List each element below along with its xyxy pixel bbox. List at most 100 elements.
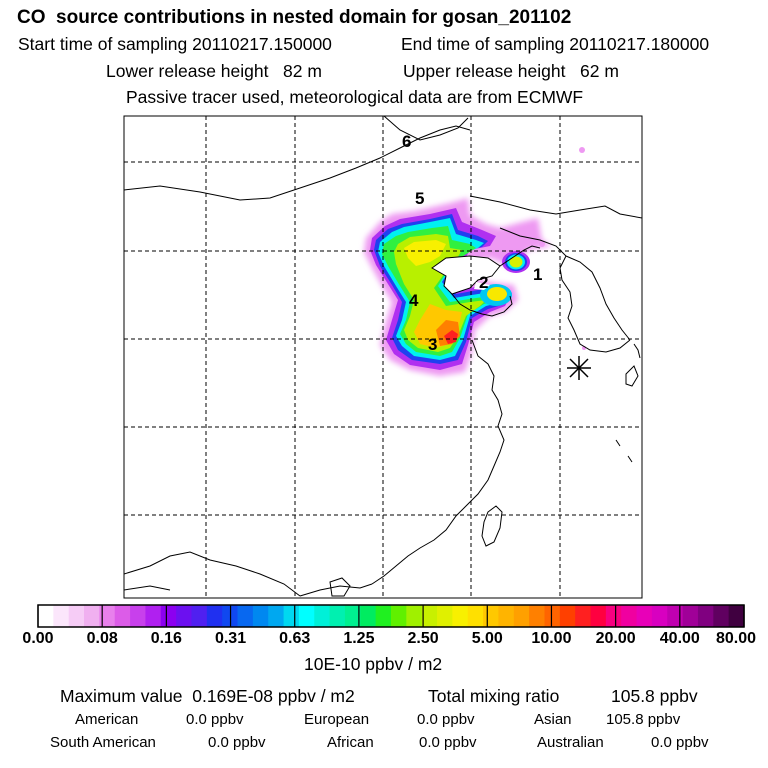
colorbar-cell — [191, 605, 208, 627]
colorbar-cell — [636, 605, 653, 627]
colorbar-cell — [160, 605, 177, 627]
taiwan — [481, 505, 503, 547]
plume-island-core — [509, 256, 523, 268]
colorbar-cell — [130, 605, 147, 627]
colorbar-cell — [605, 605, 622, 627]
ryukyu-1 — [615, 439, 621, 447]
island-gap — [474, 282, 490, 290]
african-label: African — [327, 734, 374, 751]
colorbar-cell — [483, 605, 500, 627]
american-label: American — [75, 711, 139, 728]
colorbar-cell — [283, 605, 300, 627]
tracer-note: Passive tracer used, meteorological data… — [126, 87, 584, 107]
colorbar-cell — [575, 605, 592, 627]
colorbar-cell — [651, 605, 668, 627]
plume-speck-ne — [579, 147, 585, 153]
colorbar-cell — [421, 605, 438, 627]
colorbar-unit: 10E-10 ppbv / m2 — [304, 654, 443, 674]
korea-border — [499, 227, 567, 257]
colorbar-tick-label: 5.00 — [471, 630, 503, 647]
australian-value: 0.0 ppbv — [651, 734, 709, 751]
korea-east-coast — [565, 255, 631, 341]
lower-height-label: Lower release height 82 m — [106, 61, 322, 81]
southwest-border-1 — [124, 551, 301, 597]
max-value-label: Maximum value 0.169E-08 ppbv / m2 — [60, 686, 355, 706]
european-label: European — [304, 711, 370, 728]
colorbar-cell — [206, 605, 223, 627]
american-value: 0.0 ppbv — [186, 711, 244, 728]
colorbar-cell — [391, 605, 407, 627]
colorbar-cell — [590, 605, 607, 627]
colorbar-dividers — [37, 605, 745, 627]
colorbar-cell — [529, 605, 546, 627]
colorbar-cell — [667, 605, 684, 627]
total-mixing-label: Total mixing ratio — [428, 686, 560, 706]
african-value: 0.0 ppbv — [419, 734, 477, 751]
colorbar-tick-label: 0.00 — [22, 630, 54, 647]
coastlines — [124, 116, 642, 597]
plume-layer-yellow — [404, 240, 446, 266]
colorbar-tick-label: 10.00 — [531, 630, 572, 647]
colorbar-cell — [513, 605, 530, 627]
korea-west-coast — [559, 255, 631, 353]
colorbar-cell — [437, 605, 453, 627]
plume-blob-2-core — [487, 287, 507, 301]
east-china-coast — [371, 339, 505, 585]
colorbar-cell — [314, 605, 331, 627]
graticule — [124, 116, 642, 598]
russia-border — [383, 116, 469, 141]
region-label-4: 4 — [409, 291, 419, 310]
colorbar-cell — [176, 605, 193, 627]
colorbar-cell — [728, 605, 745, 627]
colorbar-cell — [344, 605, 361, 627]
colorbar-cell — [452, 605, 469, 627]
ryukyu-2 — [627, 455, 633, 463]
asian-value: 105.8 ppbv — [606, 711, 681, 728]
upper-height-label: Upper release height 62 m — [403, 61, 619, 81]
colorbar-tick-label: 2.50 — [407, 630, 439, 647]
colorbar — [38, 605, 745, 627]
colorbar-tick-label: 40.00 — [659, 630, 700, 647]
colorbar-cell — [375, 605, 392, 627]
colorbar-tick-label: 0.31 — [214, 630, 247, 647]
colorbar-tick-label: 0.08 — [86, 630, 118, 647]
southwest-border-2 — [124, 585, 171, 591]
australian-label: Australian — [537, 734, 604, 751]
region-label-3: 3 — [428, 335, 437, 354]
south-american-value: 0.0 ppbv — [208, 734, 266, 751]
colorbar-cell — [697, 605, 714, 627]
map-title: CO source contributions in nested domain… — [17, 7, 572, 28]
mongolia-border — [124, 125, 471, 201]
south-american-label: South American — [50, 734, 156, 751]
colorbar-cell — [498, 605, 515, 627]
colorbar-tick-label: 80.00 — [715, 630, 757, 647]
plume-speck-e2 — [539, 241, 545, 247]
liaodong-coast — [499, 245, 541, 267]
region-label-1: 1 — [533, 265, 542, 284]
colorbar-cell — [406, 605, 423, 627]
colorbar-cell — [252, 605, 269, 627]
colorbar-cell — [360, 605, 377, 627]
colorbar-cell — [713, 605, 730, 627]
colorbar-cell — [621, 605, 638, 627]
coast-south — [299, 583, 373, 597]
colorbar-cell — [99, 605, 116, 627]
colorbar-cell — [145, 605, 162, 627]
northeast-border — [469, 195, 642, 219]
region-label-2: 2 — [479, 273, 488, 292]
asian-label: Asian — [534, 711, 572, 728]
shandong-coast — [451, 293, 513, 317]
colorbar-cell — [298, 605, 315, 627]
plume-layer-red — [444, 330, 458, 344]
colorbar-tick-label: 20.00 — [595, 630, 636, 647]
colorbar-tick-label: 1.25 — [343, 630, 375, 647]
colorbar-cell — [268, 605, 285, 627]
colorbar-cell — [329, 605, 346, 627]
japan-kyushu — [625, 365, 639, 387]
colorbar-cell — [237, 605, 254, 627]
colorbar-tick-label: 0.63 — [279, 630, 311, 647]
end-time-label: End time of sampling 20110217.180000 — [401, 34, 710, 54]
colorbar-cell — [467, 605, 484, 627]
colorbar-cell — [53, 605, 70, 627]
